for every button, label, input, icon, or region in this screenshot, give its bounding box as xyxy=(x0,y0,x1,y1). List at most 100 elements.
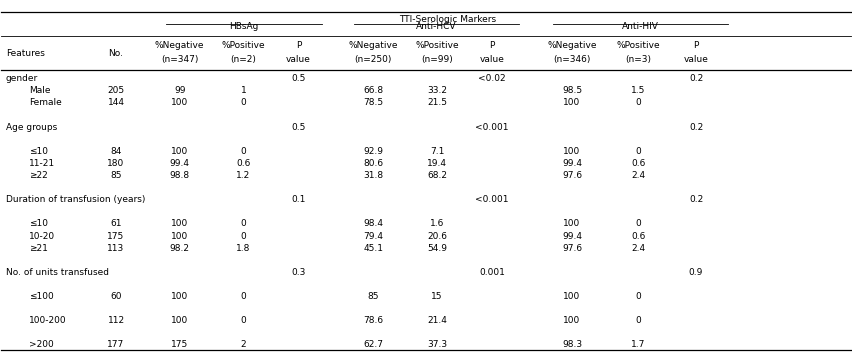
Text: %Positive: %Positive xyxy=(415,41,459,50)
Text: 85: 85 xyxy=(110,171,122,180)
Text: %Negative: %Negative xyxy=(547,41,596,50)
Text: 31.8: 31.8 xyxy=(363,171,383,180)
Text: 100: 100 xyxy=(563,316,581,325)
Text: 97.6: 97.6 xyxy=(562,171,582,180)
Text: HBsAg: HBsAg xyxy=(229,22,259,31)
Text: value: value xyxy=(286,55,311,64)
Text: 78.6: 78.6 xyxy=(363,316,383,325)
Text: 100: 100 xyxy=(171,147,188,156)
Text: 175: 175 xyxy=(171,340,188,350)
Text: 0: 0 xyxy=(240,316,246,325)
Text: 112: 112 xyxy=(107,316,124,325)
Text: 0: 0 xyxy=(240,292,246,301)
Text: 78.5: 78.5 xyxy=(363,99,383,108)
Text: 100: 100 xyxy=(563,147,581,156)
Text: 99.4: 99.4 xyxy=(562,159,582,168)
Text: No. of units transfused: No. of units transfused xyxy=(6,268,109,277)
Text: 0: 0 xyxy=(240,147,246,156)
Text: 45.1: 45.1 xyxy=(363,244,383,253)
Text: 113: 113 xyxy=(107,244,124,253)
Text: Male: Male xyxy=(30,87,51,95)
Text: 37.3: 37.3 xyxy=(427,340,447,350)
Text: 10-20: 10-20 xyxy=(30,231,55,241)
Text: (n=250): (n=250) xyxy=(354,55,392,64)
Text: P: P xyxy=(490,41,495,50)
Text: 61: 61 xyxy=(110,219,122,229)
Text: 100: 100 xyxy=(171,219,188,229)
Text: 144: 144 xyxy=(107,99,124,108)
Text: 85: 85 xyxy=(367,292,379,301)
Text: 0: 0 xyxy=(240,219,246,229)
Text: 20.6: 20.6 xyxy=(427,231,447,241)
Text: <0.001: <0.001 xyxy=(475,195,509,204)
Text: 0.9: 0.9 xyxy=(689,268,703,277)
Text: 92.9: 92.9 xyxy=(363,147,383,156)
Text: 100: 100 xyxy=(563,292,581,301)
Text: 2: 2 xyxy=(240,340,246,350)
Text: 19.4: 19.4 xyxy=(427,159,447,168)
Text: 99.4: 99.4 xyxy=(562,231,582,241)
Text: 15: 15 xyxy=(431,292,443,301)
Text: ≥22: ≥22 xyxy=(30,171,49,180)
Text: 2.4: 2.4 xyxy=(631,171,645,180)
Text: (n=346): (n=346) xyxy=(554,55,590,64)
Text: %Negative: %Negative xyxy=(155,41,204,50)
Text: 2.4: 2.4 xyxy=(631,244,645,253)
Text: Anti-HCV: Anti-HCV xyxy=(417,22,457,31)
Text: 0: 0 xyxy=(240,231,246,241)
Text: P: P xyxy=(694,41,699,50)
Text: 100: 100 xyxy=(171,231,188,241)
Text: Age groups: Age groups xyxy=(6,122,57,132)
Text: 1: 1 xyxy=(240,87,246,95)
Text: <0.02: <0.02 xyxy=(479,74,506,83)
Text: 0.2: 0.2 xyxy=(689,122,703,132)
Text: Female: Female xyxy=(30,99,62,108)
Text: 1.7: 1.7 xyxy=(631,340,646,350)
Text: 68.2: 68.2 xyxy=(427,171,447,180)
Text: No.: No. xyxy=(108,49,124,58)
Text: ≤100: ≤100 xyxy=(30,292,55,301)
Text: Anti-HIV: Anti-HIV xyxy=(623,22,659,31)
Text: 100: 100 xyxy=(171,316,188,325)
Text: 98.4: 98.4 xyxy=(363,219,383,229)
Text: 0.2: 0.2 xyxy=(689,74,703,83)
Text: 0.6: 0.6 xyxy=(631,231,646,241)
Text: 177: 177 xyxy=(107,340,124,350)
Text: (n=3): (n=3) xyxy=(625,55,651,64)
Text: value: value xyxy=(480,55,504,64)
Text: %Positive: %Positive xyxy=(617,41,660,50)
Text: 79.4: 79.4 xyxy=(363,231,383,241)
Text: (n=347): (n=347) xyxy=(161,55,199,64)
Text: 0: 0 xyxy=(240,99,246,108)
Text: 98.2: 98.2 xyxy=(170,244,190,253)
Text: 100: 100 xyxy=(563,219,581,229)
Text: 80.6: 80.6 xyxy=(363,159,383,168)
Text: P: P xyxy=(296,41,302,50)
Text: 21.5: 21.5 xyxy=(427,99,447,108)
Text: Duration of transfusion (years): Duration of transfusion (years) xyxy=(6,195,145,204)
Text: ≤10: ≤10 xyxy=(30,147,49,156)
Text: 0.6: 0.6 xyxy=(631,159,646,168)
Text: 0.001: 0.001 xyxy=(480,268,505,277)
Text: 0: 0 xyxy=(636,316,642,325)
Text: 205: 205 xyxy=(107,87,124,95)
Text: 0: 0 xyxy=(636,147,642,156)
Text: >200: >200 xyxy=(30,340,55,350)
Text: 54.9: 54.9 xyxy=(427,244,447,253)
Text: %Positive: %Positive xyxy=(222,41,265,50)
Text: Features: Features xyxy=(6,49,44,58)
Text: 62.7: 62.7 xyxy=(363,340,383,350)
Text: 98.3: 98.3 xyxy=(562,340,582,350)
Text: %Negative: %Negative xyxy=(348,41,398,50)
Text: 99: 99 xyxy=(174,87,186,95)
Text: <0.001: <0.001 xyxy=(475,122,509,132)
Text: 1.8: 1.8 xyxy=(236,244,250,253)
Text: ≥21: ≥21 xyxy=(30,244,49,253)
Text: 0.2: 0.2 xyxy=(689,195,703,204)
Text: 0.1: 0.1 xyxy=(291,195,306,204)
Text: 21.4: 21.4 xyxy=(427,316,447,325)
Text: 66.8: 66.8 xyxy=(363,87,383,95)
Text: 84: 84 xyxy=(111,147,122,156)
Text: 100: 100 xyxy=(171,292,188,301)
Text: (n=99): (n=99) xyxy=(421,55,453,64)
